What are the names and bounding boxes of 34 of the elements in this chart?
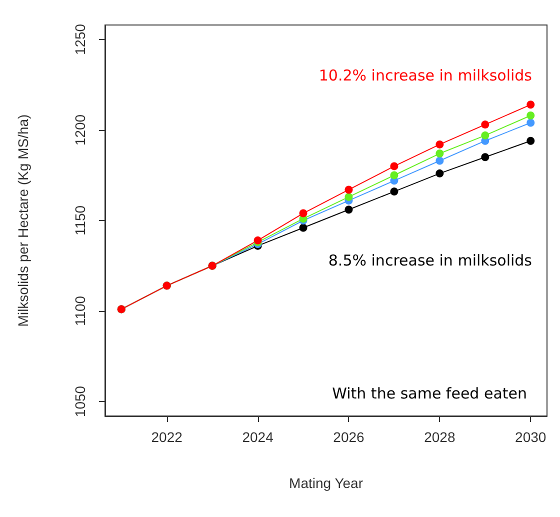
annotation: 10.2% increase in milksolids: [318, 66, 532, 84]
y-tick-label: 1050: [72, 386, 88, 418]
point: [526, 118, 535, 127]
point: [526, 100, 535, 109]
point: [344, 206, 353, 214]
annotation: 8.5% increase in milksolids: [328, 252, 532, 270]
point: [436, 150, 444, 158]
point: [526, 112, 535, 120]
point: [436, 169, 444, 178]
y-tick-label: 1100: [72, 296, 88, 326]
point: [344, 186, 353, 194]
point: [481, 153, 490, 162]
y-tick-label: 1200: [72, 114, 88, 146]
point: [390, 171, 398, 180]
y-axis-title: Milksolids per Hectare (Kg MS/ha): [15, 114, 31, 327]
point: [299, 224, 308, 232]
point: [481, 131, 490, 140]
point: [436, 156, 444, 165]
point: [526, 136, 535, 145]
x-axis-title: Mating Year: [289, 475, 364, 491]
point: [390, 188, 398, 196]
point: [299, 209, 308, 218]
y-tick-label: 1250: [72, 24, 88, 56]
point: [344, 192, 353, 201]
x-tick-label: 2028: [424, 429, 456, 445]
x-tick-label: 2026: [333, 429, 365, 445]
point: [436, 140, 444, 148]
x-tick-label: 2030: [515, 429, 546, 445]
annotation: With the same feed eaten: [332, 384, 527, 402]
point: [390, 162, 398, 170]
y-tick-label: 1150: [72, 205, 88, 236]
x-tick-label: 2024: [242, 429, 274, 445]
x-tick-label: 2022: [151, 429, 183, 445]
point: [481, 120, 490, 129]
